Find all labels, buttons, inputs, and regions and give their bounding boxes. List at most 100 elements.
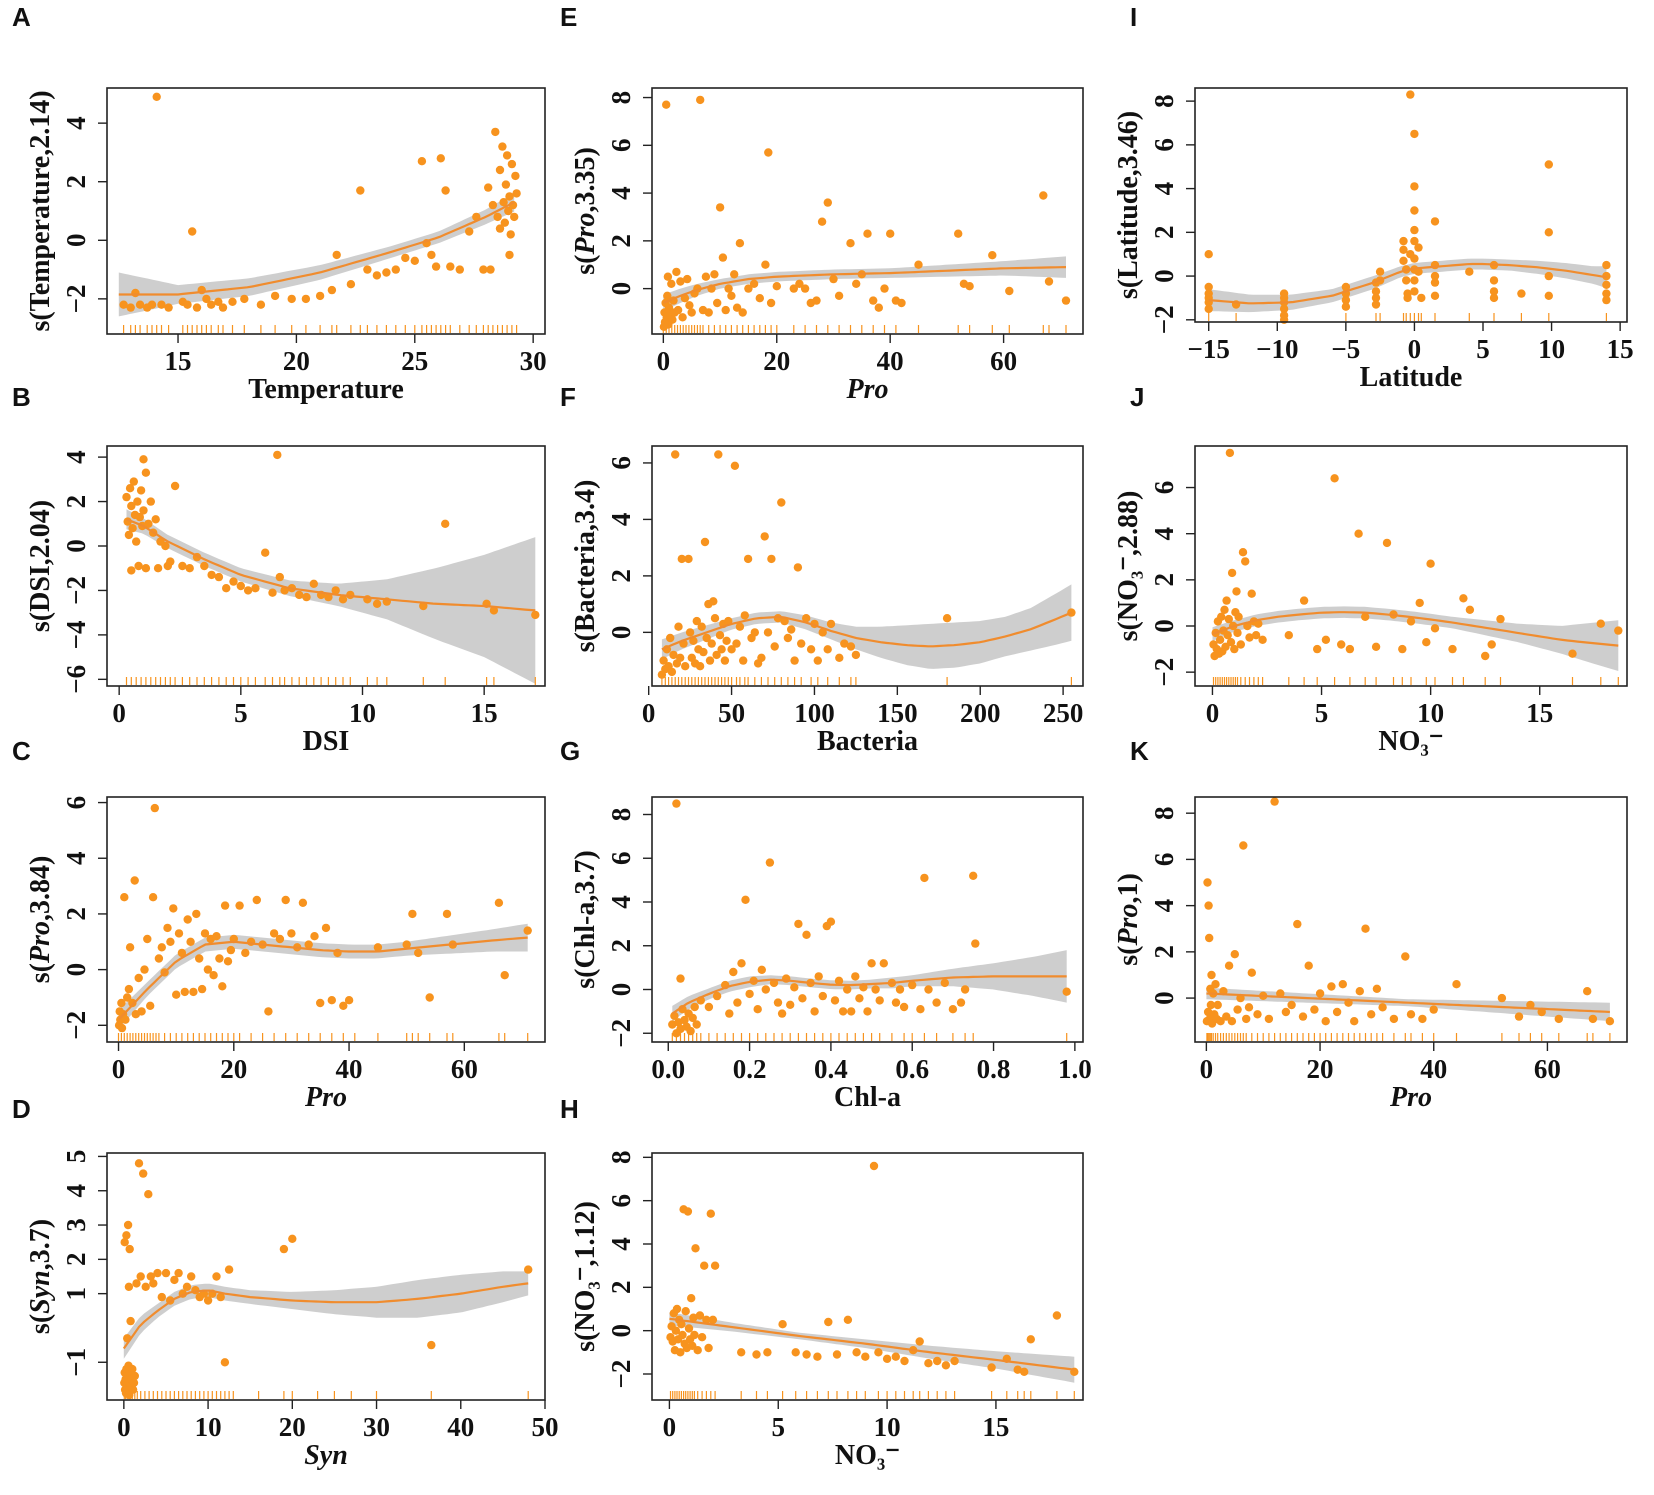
- data-point: [823, 645, 832, 654]
- x-tick-label: 20: [1307, 1054, 1334, 1084]
- data-point: [298, 898, 308, 907]
- scatter-points: [1202, 797, 1615, 1028]
- data-point: [339, 1001, 348, 1010]
- data-point: [710, 270, 719, 279]
- data-point: [1313, 644, 1322, 654]
- data-point: [1372, 984, 1382, 993]
- data-point: [136, 486, 146, 495]
- y-tick-label: −2: [1149, 658, 1179, 687]
- scatter-points: [119, 92, 521, 312]
- data-point: [261, 548, 270, 557]
- data-point: [372, 599, 382, 608]
- y-tick-label: 2: [61, 1253, 91, 1267]
- data-point: [442, 909, 452, 919]
- data-point: [697, 1333, 707, 1342]
- data-point: [414, 948, 423, 958]
- data-point: [511, 171, 520, 181]
- data-point: [789, 284, 798, 293]
- data-point: [1544, 228, 1554, 237]
- data-point: [164, 303, 173, 312]
- data-point: [1241, 557, 1250, 566]
- y-tick-label: 4: [606, 1237, 636, 1251]
- data-point: [220, 1358, 230, 1367]
- y-tick-label: 4: [61, 116, 91, 130]
- data-point: [852, 1348, 861, 1357]
- y-tick-label: 8: [1149, 94, 1179, 108]
- data-point: [1410, 276, 1419, 285]
- data-point: [269, 929, 279, 938]
- data-point: [954, 229, 963, 238]
- data-point: [787, 625, 796, 634]
- data-point: [1204, 901, 1213, 910]
- data-point: [1044, 277, 1054, 286]
- data-point: [1211, 980, 1220, 989]
- data-point: [707, 639, 716, 648]
- data-point: [288, 1234, 297, 1244]
- y-tick-label: 4: [61, 1184, 91, 1198]
- data-point: [783, 633, 793, 643]
- data-point: [275, 934, 285, 944]
- data-point: [1230, 644, 1239, 654]
- y-tick-label: 0: [606, 983, 636, 997]
- data-point: [874, 1348, 883, 1357]
- data-point: [710, 614, 720, 623]
- data-point: [161, 1268, 171, 1278]
- data-point: [441, 186, 450, 195]
- data-point: [252, 895, 261, 905]
- y-tick-label: 4: [1149, 899, 1179, 913]
- y-tick-label: −1: [61, 1348, 91, 1377]
- data-point: [869, 296, 878, 305]
- data-point: [914, 260, 923, 269]
- panel-label: I: [1130, 2, 1137, 32]
- data-point: [1410, 236, 1419, 246]
- data-point: [685, 628, 695, 637]
- data-point: [1465, 605, 1475, 614]
- data-point: [737, 959, 746, 968]
- data-point: [672, 799, 681, 808]
- data-point: [186, 937, 195, 946]
- data-point: [1026, 1335, 1036, 1344]
- data-point: [141, 468, 151, 477]
- data-point: [727, 645, 736, 654]
- data-point: [846, 642, 856, 651]
- data-point: [753, 1005, 762, 1014]
- data-point: [810, 1007, 819, 1016]
- x-tick-label: 15: [1607, 334, 1634, 364]
- data-point: [465, 227, 474, 236]
- data-point: [823, 198, 832, 207]
- data-point: [813, 1352, 822, 1361]
- plot-frame: [106, 796, 546, 1043]
- x-tick-label: −5: [1331, 334, 1360, 364]
- data-point: [1203, 878, 1212, 887]
- data-point: [240, 294, 249, 304]
- data-point: [1341, 302, 1351, 311]
- data-point: [200, 929, 210, 938]
- data-point: [1361, 612, 1370, 621]
- data-point: [874, 303, 883, 312]
- data-point: [1614, 626, 1623, 635]
- x-axis-label: Syn: [304, 1440, 348, 1471]
- data-point: [287, 929, 296, 938]
- scatter-points: [114, 803, 532, 1033]
- data-point: [684, 1324, 694, 1333]
- plot-frame: [651, 87, 1084, 335]
- x-axis-label: Pro: [846, 374, 889, 405]
- data-point: [667, 279, 676, 288]
- data-point: [505, 250, 514, 260]
- data-point: [712, 991, 722, 1001]
- data-point: [1382, 538, 1392, 548]
- data-point: [1341, 295, 1351, 305]
- data-point: [662, 100, 671, 109]
- data-point: [834, 291, 844, 300]
- y-tick-label: −2: [61, 576, 91, 605]
- data-point: [824, 1317, 833, 1327]
- data-point: [1341, 282, 1351, 292]
- data-point: [777, 1009, 787, 1018]
- data-point: [797, 639, 806, 648]
- data-point: [863, 1007, 872, 1016]
- data-point: [134, 973, 143, 983]
- data-point: [933, 1356, 942, 1366]
- data-point: [121, 1015, 130, 1024]
- data-point: [891, 1352, 900, 1361]
- data-point: [174, 929, 184, 938]
